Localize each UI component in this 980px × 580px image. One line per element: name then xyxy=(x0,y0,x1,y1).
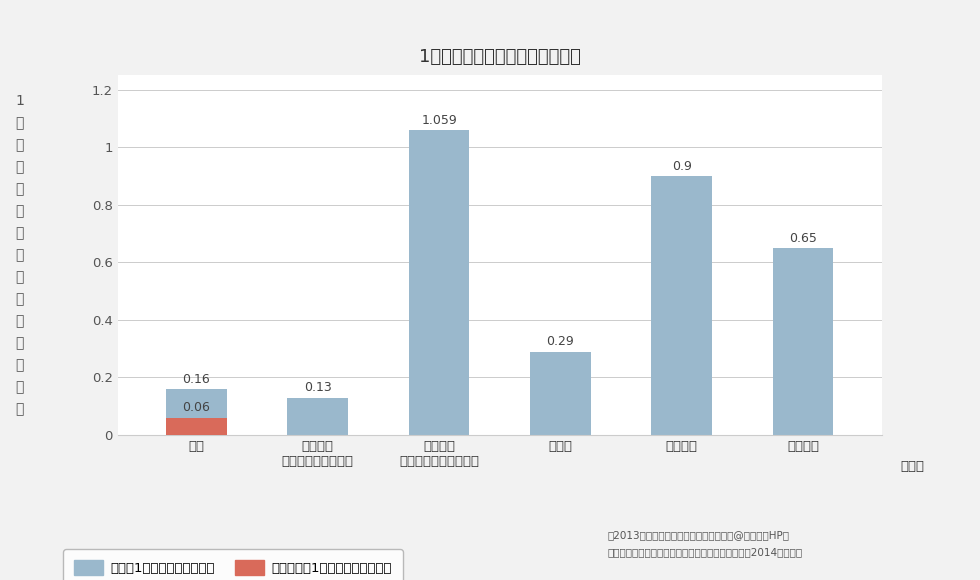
Text: 1: 1 xyxy=(15,94,24,108)
Text: の: の xyxy=(16,204,24,218)
Text: 電: 電 xyxy=(16,248,24,262)
Bar xyxy=(167,418,226,435)
Text: （: （ xyxy=(16,314,24,328)
Text: 数: 数 xyxy=(16,292,24,306)
Text: 回: 回 xyxy=(16,336,24,350)
Text: 回: 回 xyxy=(16,270,24,284)
Text: 年: 年 xyxy=(16,380,24,394)
Text: 軒: 軒 xyxy=(16,116,24,130)
Text: 0.65: 0.65 xyxy=(789,231,817,245)
Text: 0.16: 0.16 xyxy=(182,372,211,386)
Title: 1軒あたりの停電回数の国際比較: 1軒あたりの停電回数の国際比較 xyxy=(418,48,581,66)
Text: り: り xyxy=(16,182,24,196)
Text: ）: ） xyxy=(16,403,24,416)
Bar xyxy=(773,248,833,435)
Text: 0.29: 0.29 xyxy=(547,335,574,348)
Bar xyxy=(409,130,469,435)
Text: 「2013年実績値（電気事業連合会調べ）@東京電力HP」
「出典：海外電力調査会編「海外電気事業統計」（2014年度版）: 「2013年実績値（電気事業連合会調べ）@東京電力HP」 「出典：海外電力調査会… xyxy=(608,530,803,557)
Bar xyxy=(530,351,591,435)
Text: 停: 停 xyxy=(16,226,24,240)
Text: 0.13: 0.13 xyxy=(304,381,331,394)
Bar xyxy=(167,389,226,435)
Bar xyxy=(652,176,712,435)
Text: 0.9: 0.9 xyxy=(672,160,692,173)
Text: ／: ／ xyxy=(16,358,24,372)
Bar xyxy=(287,398,348,435)
Text: 0.06: 0.06 xyxy=(182,401,211,414)
Text: あ: あ xyxy=(16,138,24,152)
Text: （国）: （国） xyxy=(901,460,924,473)
Text: 1.059: 1.059 xyxy=(421,114,457,127)
Legend: 各国の1軒あたりの停電回数, 東京電力の1軒あたりの停電回数: 各国の1軒あたりの停電回数, 東京電力の1軒あたりの停電回数 xyxy=(63,549,403,580)
Text: た: た xyxy=(16,160,24,174)
